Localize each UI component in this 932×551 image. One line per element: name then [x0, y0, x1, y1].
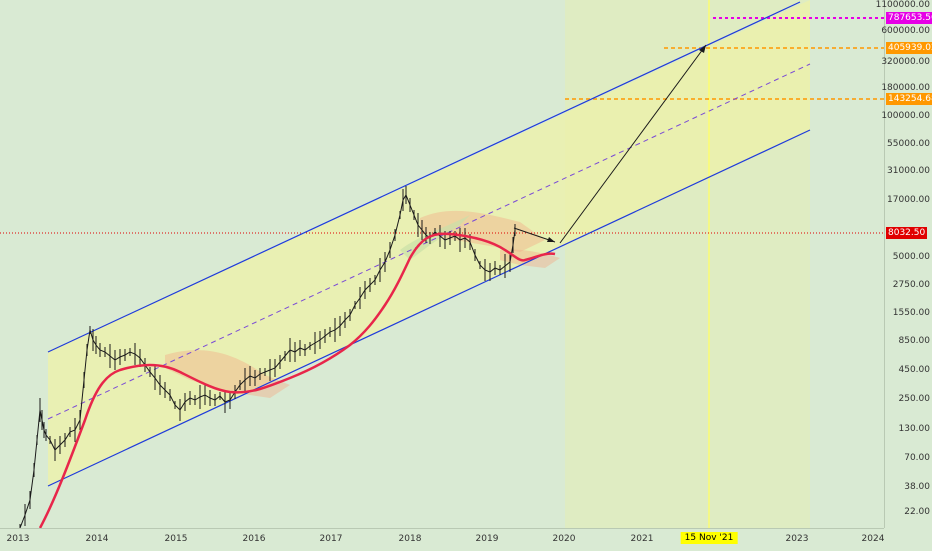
price-tick: 55000.00: [887, 139, 930, 149]
arrowhead: [547, 237, 555, 242]
price-tick: 130.00: [898, 424, 931, 434]
price-tick: 70.00: [904, 453, 930, 463]
time-scale[interactable]: 2013 2014 2015 2016 2017 2018 2019 2020 …: [0, 528, 884, 551]
price-tick: 100000.00: [881, 111, 930, 121]
time-tick: 2020: [552, 534, 576, 544]
price-tick: 250.00: [898, 394, 931, 404]
price-tick: 1100000.00: [875, 0, 930, 10]
price-tick: 450.00: [898, 365, 931, 375]
cloud-shape: [165, 350, 290, 398]
price-tick: 38.00: [904, 482, 930, 492]
cloud-shape: [400, 215, 470, 260]
price-label-magenta[interactable]: 787653.56: [886, 12, 932, 24]
time-tick: 2015: [164, 534, 188, 544]
time-tick: 2013: [6, 534, 30, 544]
price-chart[interactable]: [0, 0, 884, 528]
price-tick: 22.00: [904, 507, 930, 517]
time-tick: 2021: [630, 534, 654, 544]
arrowhead: [699, 45, 706, 53]
price-label-current[interactable]: 8032.50: [886, 227, 928, 239]
projection-arrow-long[interactable]: [559, 44, 707, 244]
price-tick: 320000.00: [881, 57, 930, 67]
price-tick: 600000.00: [881, 26, 930, 36]
channel-lower-line[interactable]: [47, 129, 811, 487]
channel-upper-line[interactable]: [47, 1, 801, 353]
price-tick: 2750.00: [892, 280, 930, 290]
price-tick: 850.00: [898, 336, 931, 346]
time-tick: 2016: [242, 534, 266, 544]
date-marker-label[interactable]: 15 Nov '21: [680, 532, 738, 544]
price-tick: 5000.00: [892, 252, 930, 262]
price-tick: 180000.00: [881, 83, 930, 93]
price-tick: 17000.00: [887, 195, 930, 205]
price-label-143k[interactable]: 143254.68: [886, 93, 932, 105]
time-tick: 2018: [398, 534, 422, 544]
time-tick: 2024: [861, 534, 885, 544]
time-tick: 2014: [85, 534, 109, 544]
chart-canvas[interactable]: [0, 0, 884, 528]
price-tick: 1550.00: [892, 308, 930, 318]
price-label-405k[interactable]: 405939.02: [886, 42, 932, 54]
moving-average-line[interactable]: [38, 232, 556, 528]
time-tick: 2023: [785, 534, 809, 544]
price-scale[interactable]: 1100000.00 600000.00 320000.00 180000.00…: [876, 0, 932, 528]
candle-wicks: [19, 186, 516, 528]
time-tick: 2017: [319, 534, 343, 544]
time-tick: 2019: [475, 534, 499, 544]
price-tick: 31000.00: [887, 166, 930, 176]
